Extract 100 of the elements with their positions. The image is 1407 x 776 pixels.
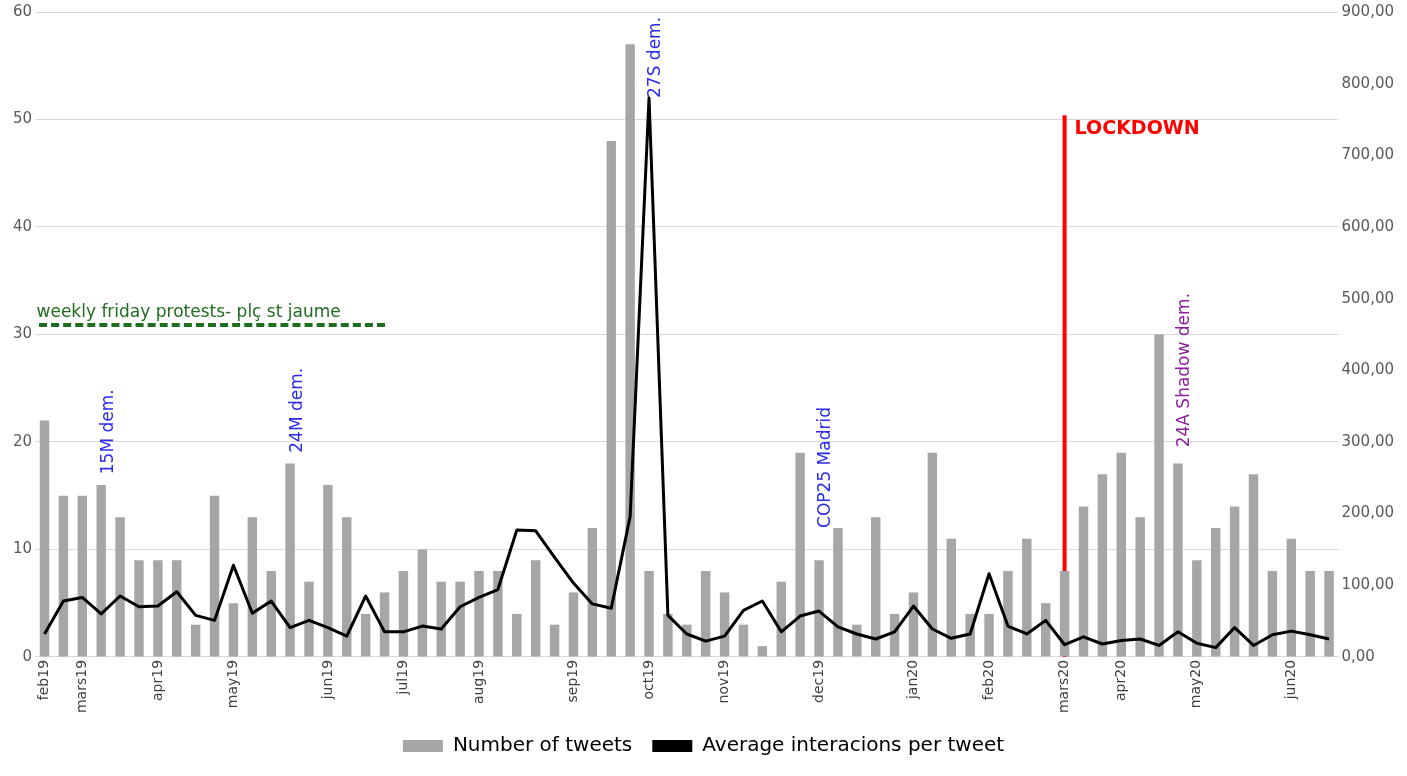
y-tick-label: 30 [12, 324, 33, 343]
bar [417, 549, 428, 657]
bar [795, 452, 805, 657]
x-tick-label: sep19 [564, 659, 581, 703]
bar [455, 581, 465, 657]
bar [1135, 517, 1145, 657]
annotation: 27S dem. [644, 16, 665, 98]
bar [342, 517, 352, 657]
bar [927, 452, 938, 657]
bar [663, 613, 673, 657]
bar [1097, 474, 1108, 657]
x-tick-label: mars19 [72, 659, 89, 714]
bar [946, 538, 956, 657]
bar [1211, 527, 1221, 657]
bar [549, 624, 560, 657]
bar [474, 570, 484, 657]
bar [852, 624, 862, 657]
bar [115, 517, 125, 657]
bar [530, 560, 541, 657]
bar [700, 570, 711, 657]
x-tick-label: jun19 [318, 659, 335, 701]
y-tick-label: 60 [12, 1, 33, 20]
y2-tick-label: 700,00 [1341, 145, 1395, 164]
bar [58, 495, 69, 657]
y2-tick-label: 300,00 [1341, 431, 1395, 450]
x-tick-label: mars20 [1055, 659, 1072, 714]
y2-tick-label: 100,00 [1341, 575, 1395, 594]
bar [1022, 538, 1032, 657]
bar [228, 603, 239, 657]
bar [1267, 570, 1278, 657]
bar [833, 527, 843, 657]
y2-tick-label: 900,00 [1341, 1, 1395, 20]
bar [512, 613, 522, 657]
ref-line-label: LOCKDOWN [1074, 115, 1200, 138]
bar [1229, 506, 1240, 657]
y2-tick-label: 0,00 [1341, 646, 1375, 665]
bar [266, 570, 276, 657]
bar [190, 624, 201, 657]
bar [1116, 452, 1126, 657]
annotation: 15M dem. [96, 389, 117, 475]
y-tick-label: 40 [12, 216, 33, 235]
bar [493, 570, 503, 657]
bar [757, 646, 768, 657]
bar [984, 613, 994, 657]
bar [96, 484, 106, 657]
x-tick-label: feb20 [979, 659, 996, 701]
bar [870, 517, 881, 657]
x-tick-label: dec19 [809, 659, 826, 703]
bar [1154, 334, 1164, 657]
x-tick-label: jun20 [1281, 659, 1298, 701]
y-tick-label: 20 [12, 431, 33, 450]
x-tick-label: apr19 [148, 659, 165, 701]
bar [398, 570, 409, 657]
bar [1078, 506, 1089, 657]
bar [606, 140, 616, 657]
annotation: weekly friday protests- plç st jaume [36, 301, 341, 322]
bar [587, 527, 598, 657]
bar [1324, 570, 1334, 657]
x-tick-label: jul19 [394, 659, 411, 696]
bar [738, 624, 749, 657]
bar [77, 495, 88, 657]
bar [1173, 463, 1183, 657]
y-tick-label: 50 [12, 109, 33, 128]
bar [1192, 560, 1202, 657]
bar [39, 420, 50, 657]
bar [568, 592, 579, 657]
bar [360, 613, 371, 657]
x-tick-label: may19 [224, 659, 241, 709]
bar [285, 463, 295, 657]
bar [323, 484, 333, 657]
x-tick-label: oct19 [639, 659, 656, 700]
y2-tick-label: 600,00 [1341, 216, 1395, 235]
bar [814, 560, 824, 657]
bar [247, 517, 258, 657]
bar [1305, 570, 1315, 657]
bar [625, 44, 635, 657]
y-tick-label: 10 [12, 539, 33, 558]
bar [1248, 474, 1259, 657]
y2-tick-label: 400,00 [1341, 360, 1395, 379]
bar [134, 560, 144, 657]
annotation: 24M dem. [285, 367, 306, 453]
bar [209, 495, 220, 657]
bar [644, 570, 654, 657]
bar [436, 581, 446, 657]
x-tick-label: may20 [1187, 659, 1204, 709]
bar [172, 560, 182, 657]
bar [1059, 570, 1070, 657]
y2-tick-label: 800,00 [1341, 73, 1395, 92]
x-tick-label: feb19 [35, 659, 52, 701]
bar [304, 581, 314, 657]
x-tick-label: aug19 [469, 659, 486, 705]
annotation: COP25 Madrid [814, 407, 835, 528]
x-tick-label: nov19 [715, 659, 732, 704]
bar [1003, 570, 1013, 657]
bar [153, 560, 163, 657]
y2-tick-label: 500,00 [1341, 288, 1395, 307]
y2-tick-label: 200,00 [1341, 503, 1395, 522]
x-tick-label: apr20 [1111, 659, 1128, 701]
y-tick-label: 0 [22, 646, 33, 665]
annotation: 24A Shadow dem. [1173, 292, 1194, 448]
